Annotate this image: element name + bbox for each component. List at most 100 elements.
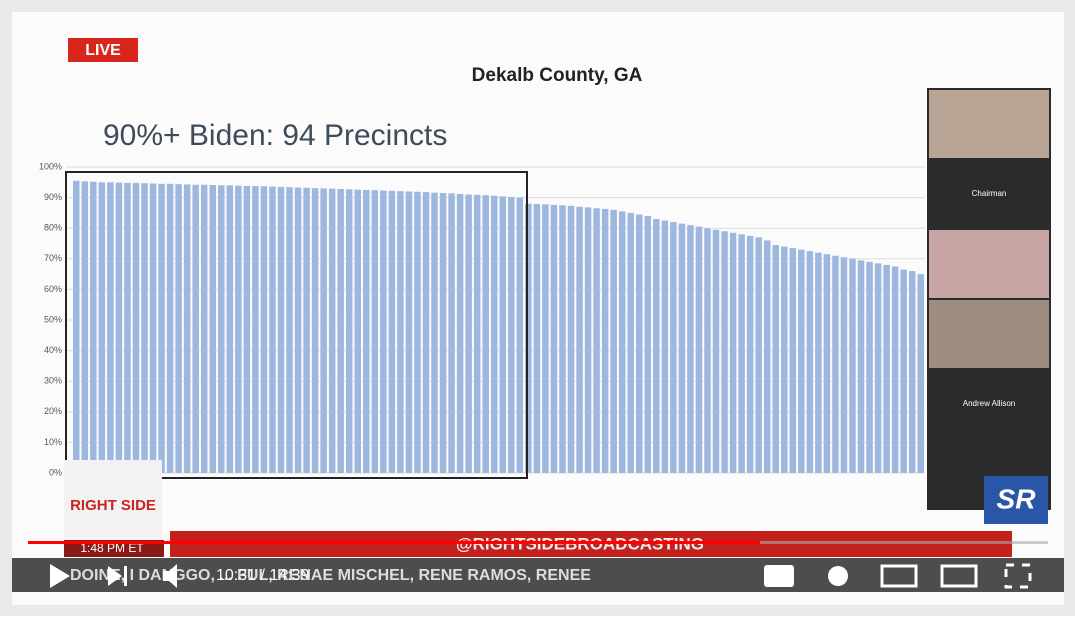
sr-text: SR: [997, 483, 1037, 514]
participant-name: Chairman: [972, 189, 1007, 198]
bar: [482, 195, 489, 474]
y-tick-label: 70%: [44, 253, 62, 263]
y-tick-label: 20%: [44, 406, 62, 416]
bar: [465, 194, 472, 474]
live-badge: [68, 38, 138, 62]
bar: [670, 222, 677, 473]
bar: [337, 189, 344, 474]
bar: [269, 186, 276, 474]
bar: [874, 263, 882, 473]
bar: [320, 188, 327, 474]
bar: [107, 182, 114, 474]
highlight-box: [65, 171, 528, 479]
sr-badge: [984, 476, 1048, 524]
bar: [687, 225, 694, 473]
bar: [525, 203, 532, 473]
bar: [405, 191, 413, 474]
bar: [917, 274, 924, 473]
chart-subtitle: 90%+ Biden: 94 Precincts: [103, 119, 447, 152]
bar: [235, 185, 242, 473]
camera: [929, 90, 1049, 158]
bar: [132, 182, 140, 474]
live-text: LIVE: [85, 42, 121, 59]
bar: [277, 186, 285, 473]
bar: [490, 195, 498, 473]
time: 10:31 / 14:39: [216, 567, 310, 584]
bar: [516, 197, 524, 473]
play-button[interactable]: [50, 564, 70, 588]
bar: [695, 226, 703, 473]
bar: [209, 185, 216, 473]
bar: [772, 245, 779, 473]
bar: [550, 204, 558, 473]
bar: [175, 184, 182, 474]
bar: [704, 228, 711, 473]
bar: [593, 208, 600, 473]
bar: [823, 254, 831, 473]
bar: [542, 204, 549, 473]
bar: [422, 192, 430, 474]
bar: [200, 184, 208, 474]
y-tick-label: 90%: [44, 192, 62, 202]
bar: [354, 189, 361, 474]
bar: [149, 183, 157, 474]
bar: [363, 189, 370, 473]
logo: RIGHT SIDE: [70, 497, 156, 514]
y-tick-label: 0%: [49, 467, 62, 477]
bar: [781, 246, 788, 473]
bar: [226, 185, 234, 474]
bar: [763, 240, 771, 473]
mute-button[interactable]: [163, 564, 177, 588]
bar: [798, 249, 805, 473]
bar: [243, 185, 251, 474]
bar: [183, 184, 191, 473]
bar: [653, 219, 660, 473]
bar: [508, 196, 515, 473]
bar: [806, 251, 814, 473]
bar: [678, 223, 686, 473]
clock-bg: [64, 540, 164, 557]
bar: [431, 192, 438, 474]
bar: [345, 189, 353, 473]
bar: [328, 188, 336, 473]
bar: [311, 188, 319, 473]
bar: [456, 193, 464, 474]
logo-bg: [64, 460, 162, 538]
theater-button[interactable]: [940, 564, 978, 588]
bar: [473, 194, 481, 473]
bar: [98, 182, 106, 474]
bar: [294, 187, 302, 473]
bar: [141, 183, 148, 473]
bar: [815, 252, 822, 473]
bar: [721, 231, 728, 473]
bar: [618, 211, 626, 473]
bar: [380, 190, 387, 473]
settings-button[interactable]: [828, 566, 848, 586]
bar: [661, 220, 669, 473]
next-button[interactable]: [108, 566, 127, 586]
cc-button[interactable]: [764, 565, 794, 587]
y-tick-label: 30%: [44, 376, 62, 386]
miniplayer-button[interactable]: [880, 564, 918, 588]
chart-title: Dekalb County, GA: [472, 65, 643, 86]
y-tick-label: 10%: [44, 437, 62, 447]
plot: 0% 10% 20% 30% 40% 50% 60% 70% 80% 90% 100%: [39, 161, 925, 477]
y-tick-label: 50%: [44, 314, 62, 324]
bar: [738, 234, 745, 473]
bar: [559, 205, 566, 473]
bar: [533, 204, 541, 473]
bar: [627, 212, 634, 473]
bar: [439, 193, 447, 473]
bar: [73, 180, 80, 473]
bar: [260, 186, 268, 473]
bar: [746, 235, 754, 473]
y-tick-label: 100%: [39, 161, 62, 171]
bar: [576, 206, 583, 473]
bar: [840, 257, 848, 473]
bar: [158, 183, 165, 473]
bar: [857, 260, 865, 473]
fullscreen-button[interactable]: [1004, 563, 1032, 589]
progress: [28, 541, 760, 544]
y-tick-label: 80%: [44, 223, 62, 233]
bar: [124, 182, 131, 474]
